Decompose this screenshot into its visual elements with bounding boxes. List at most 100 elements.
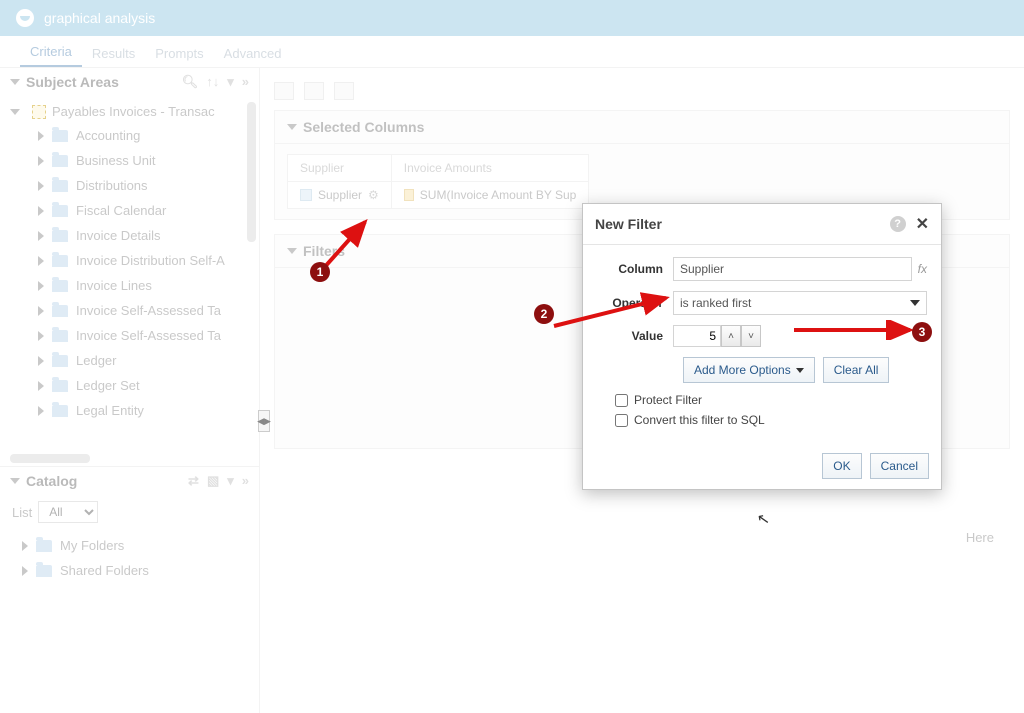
tree-item[interactable]: Accounting xyxy=(10,123,259,148)
value-label: Value xyxy=(597,329,673,343)
tree-root[interactable]: Payables Invoices - Transac xyxy=(10,100,259,123)
vertical-scrollbar[interactable] xyxy=(247,102,256,242)
annotation-badge-2: 2 xyxy=(534,304,554,324)
tree-item[interactable]: Distributions xyxy=(10,173,259,198)
column-pill-supplier[interactable]: Supplier ⚙ xyxy=(288,182,391,208)
app-header: graphical analysis xyxy=(0,0,1024,36)
caret-right-icon xyxy=(38,156,44,166)
subject-areas-tree: Payables Invoices - Transac Accounting B… xyxy=(0,96,259,466)
column-pill-amount[interactable]: SUM(Invoice Amount BY Sup xyxy=(392,182,589,208)
sort-icon[interactable]: ↑↓ xyxy=(206,74,219,90)
clear-all-button[interactable]: Clear All xyxy=(823,357,890,383)
tree-item[interactable]: Ledger Set xyxy=(10,373,259,398)
horizontal-scrollbar[interactable] xyxy=(10,454,90,463)
value-input[interactable] xyxy=(673,325,721,347)
catalog-list-select[interactable]: All xyxy=(38,501,98,523)
folder-icon xyxy=(52,255,68,267)
annotation-badge-1: 1 xyxy=(310,262,330,282)
expand-icon[interactable]: » xyxy=(242,473,249,489)
tab-advanced[interactable]: Advanced xyxy=(214,40,292,67)
caret-right-icon xyxy=(38,381,44,391)
caret-right-icon xyxy=(38,131,44,141)
caret-right-icon xyxy=(38,281,44,291)
tree-root-label: Payables Invoices - Transac xyxy=(52,104,215,119)
caret-right-icon xyxy=(38,406,44,416)
folder-icon xyxy=(52,405,68,417)
tree-item[interactable]: Invoice Distribution Self-A xyxy=(10,248,259,273)
col-header: Supplier xyxy=(288,155,391,182)
list-label: List xyxy=(12,505,32,520)
reorder-icon[interactable]: ▾ xyxy=(227,74,234,90)
catalog-list-row: List All xyxy=(0,495,259,529)
annotation-badge-3: 3 xyxy=(912,322,932,342)
subject-area-icon xyxy=(32,105,46,119)
filters-title: Filters xyxy=(303,243,345,259)
fx-icon[interactable]: fx xyxy=(918,262,927,276)
tree-item[interactable]: Fiscal Calendar xyxy=(10,198,259,223)
more-icon[interactable]: ▾ xyxy=(227,473,234,489)
gear-icon[interactable]: ⚙ xyxy=(368,188,379,202)
operator-label: Operator xyxy=(597,296,673,310)
protect-filter-checkbox[interactable]: Protect Filter xyxy=(615,393,927,407)
convert-sql-checkbox[interactable]: Convert this filter to SQL xyxy=(615,413,927,427)
sidebar: Subject Areas 🔍︎ ↑↓ ▾ » Payables Invoice… xyxy=(0,68,260,713)
caret-right-icon xyxy=(38,356,44,366)
tree-item[interactable]: Invoice Lines xyxy=(10,273,259,298)
folder-icon xyxy=(52,180,68,192)
tree-item[interactable]: Invoice Self-Assessed Ta xyxy=(10,323,259,348)
app-logo-icon xyxy=(16,9,34,27)
collapse-icon[interactable] xyxy=(10,478,20,484)
measure-icon xyxy=(404,189,414,201)
collapse-icon[interactable] xyxy=(287,124,297,130)
folder-icon xyxy=(52,155,68,167)
tree-item[interactable]: Invoice Self-Assessed Ta xyxy=(10,298,259,323)
catalog-item[interactable]: My Folders xyxy=(10,533,259,558)
caret-right-icon xyxy=(38,206,44,216)
folder-icon xyxy=(52,330,68,342)
dialog-title: New Filter xyxy=(595,216,662,232)
folder-icon xyxy=(36,540,52,552)
help-icon[interactable]: ? xyxy=(890,216,906,232)
new-icon[interactable]: ▧ xyxy=(207,473,219,489)
cancel-button[interactable]: Cancel xyxy=(870,453,929,479)
reload-icon[interactable]: ⇄ xyxy=(188,473,199,489)
ok-button[interactable]: OK xyxy=(822,453,861,479)
new-filter-dialog: New Filter ? ✕ Column Supplier fx Operat… xyxy=(582,203,942,490)
folder-icon xyxy=(52,280,68,292)
add-more-options-button[interactable]: Add More Options xyxy=(683,357,815,383)
catalog-header: Catalog ⇄ ▧ ▾ » xyxy=(0,467,259,495)
pane-divider-handle[interactable]: ◀▶ xyxy=(258,410,270,432)
tree-item[interactable]: Legal Entity xyxy=(10,398,259,423)
content-toolbar xyxy=(274,78,1010,110)
tab-prompts[interactable]: Prompts xyxy=(145,40,213,67)
app-title: graphical analysis xyxy=(44,10,155,26)
folder-icon xyxy=(52,355,68,367)
folder-icon xyxy=(36,565,52,577)
collapse-icon[interactable] xyxy=(287,248,297,254)
catalog-item[interactable]: Shared Folders xyxy=(10,558,259,583)
collapse-icon[interactable] xyxy=(10,79,20,85)
close-icon[interactable]: ✕ xyxy=(916,214,929,234)
spin-down-button[interactable]: ˅ xyxy=(741,325,761,347)
operator-select[interactable]: is ranked first xyxy=(673,291,927,315)
tab-bar: Criteria Results Prompts Advanced xyxy=(0,36,1024,68)
tree-item[interactable]: Business Unit xyxy=(10,148,259,173)
dimension-icon xyxy=(300,189,312,201)
expand-icon[interactable]: » xyxy=(242,74,249,90)
filter-tool-icon[interactable] xyxy=(274,82,294,100)
column-label: Column xyxy=(597,262,673,276)
spin-up-button[interactable]: ˄ xyxy=(721,325,741,347)
tree-item[interactable]: Ledger xyxy=(10,348,259,373)
folder-icon xyxy=(52,380,68,392)
tab-criteria[interactable]: Criteria xyxy=(20,38,82,67)
caret-right-icon xyxy=(22,566,28,576)
tree-item[interactable]: Invoice Details xyxy=(10,223,259,248)
caret-right-icon xyxy=(38,231,44,241)
caret-down-icon xyxy=(10,109,20,115)
chart-tool-icon[interactable] xyxy=(304,82,324,100)
search-icon[interactable]: 🔍︎ xyxy=(182,74,199,90)
xyz-tool-icon[interactable] xyxy=(334,82,354,100)
folder-icon xyxy=(52,205,68,217)
tab-results[interactable]: Results xyxy=(82,40,145,67)
column-input[interactable]: Supplier xyxy=(673,257,912,281)
